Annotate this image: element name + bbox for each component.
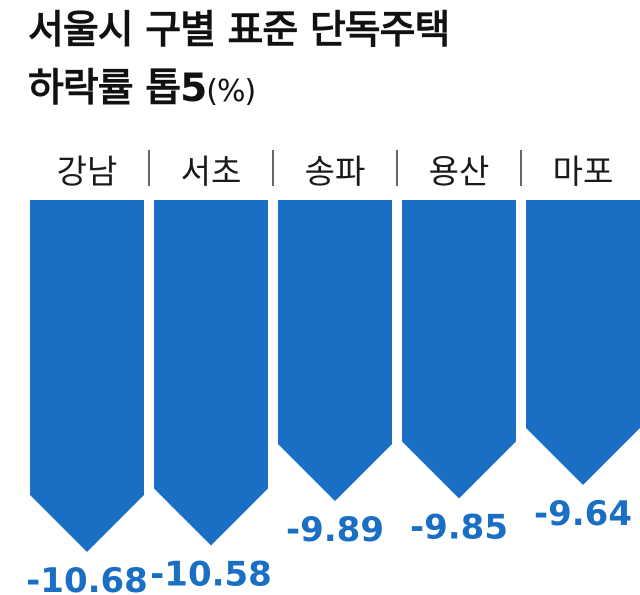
- bar-5: [526, 200, 640, 485]
- bar-3: [278, 200, 392, 502]
- bar-2: [154, 200, 268, 546]
- bar-4: [402, 200, 516, 499]
- category-label-2: 서초: [181, 152, 242, 191]
- bar-1: [30, 200, 144, 552]
- chart-title-unit: (%): [206, 74, 256, 109]
- value-label-3: -9.89: [286, 510, 384, 550]
- value-label-2: -10.58: [150, 555, 272, 595]
- chart-title-main: 하락률 톱5: [28, 66, 207, 111]
- value-label-1: -10.68: [26, 561, 148, 595]
- chart-title: 서울시 구별 표준 단독주택 하락률 톱5(%): [28, 2, 450, 121]
- category-label-3: 송파: [305, 152, 366, 191]
- category-label-4: 용산: [429, 152, 490, 191]
- category-label-1: 강남: [57, 152, 118, 191]
- category-label-5: 마포: [553, 152, 614, 191]
- value-label-4: -9.85: [410, 508, 508, 548]
- chart-title-line1: 서울시 구별 표준 단독주택: [28, 8, 450, 53]
- chart-title-line2: 하락률 톱5(%): [28, 60, 449, 121]
- value-label-5: -9.64: [534, 494, 632, 534]
